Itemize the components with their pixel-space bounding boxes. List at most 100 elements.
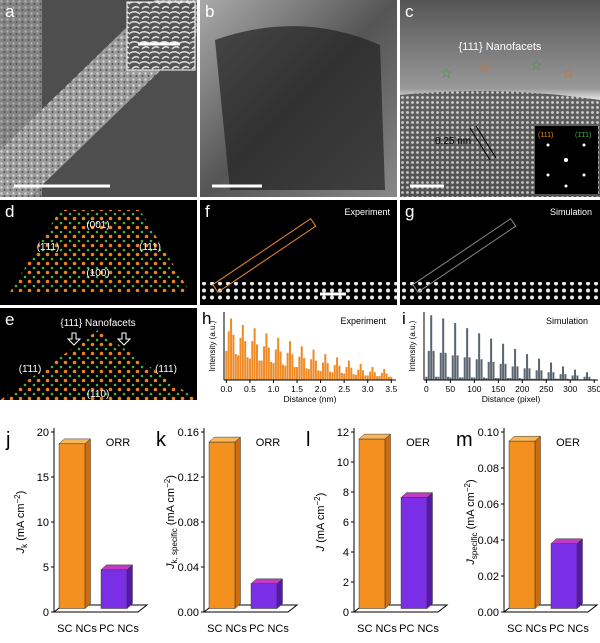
y-tick-label: 0.04 (178, 562, 199, 574)
y-axis-label-part: specific (470, 532, 479, 559)
bar (509, 378, 512, 380)
y-axis-label-part: J (165, 563, 177, 570)
star: ☆ (562, 65, 575, 81)
y-axis-label-part: (mA cm (15, 503, 27, 543)
y-axis-label-part: ) (465, 479, 477, 483)
bar (350, 367, 353, 380)
x-tick-label: 200 (515, 384, 529, 394)
y-axis-label-part: (mA cm (465, 492, 477, 532)
y-axis-label-part: ) (315, 493, 327, 497)
bar (485, 378, 488, 380)
bar (538, 358, 541, 380)
x-tick-label: 50 (446, 384, 456, 394)
bar (516, 366, 519, 380)
inset (126, 1, 196, 71)
bar (253, 328, 256, 380)
bar (482, 377, 485, 380)
x-tick-label: 3.5 (385, 384, 397, 394)
y-axis-label-part: ) (15, 491, 27, 495)
star: ☆ (478, 59, 491, 75)
annotation: {111} Nanofacets (459, 41, 542, 53)
bar (470, 377, 473, 380)
bar (270, 361, 273, 380)
markers: ☆ ☆ ☆ ☆ (440, 57, 575, 81)
y-axis-label: Intensity (a.u.) (208, 320, 217, 371)
y-axis-label-part: −2 (13, 494, 22, 504)
bar (371, 367, 374, 380)
histogram-chart: 0.0 0.5 1.0 1.5 2.0 2.5 3.0 3.5 Distance (nm) Int… (202, 309, 397, 404)
bar (298, 356, 301, 380)
panel-label: b (205, 2, 214, 21)
bar (291, 354, 294, 380)
bar (478, 333, 481, 380)
bar (540, 370, 543, 380)
y-axis-label: Jspecific (mA cm−2) (463, 479, 479, 565)
bar (284, 365, 287, 380)
bar (511, 366, 514, 380)
bar (274, 349, 277, 380)
y-tick-label: 0.04 (478, 535, 499, 547)
bar (468, 357, 471, 380)
y-axis-label-part: (mA cm (315, 505, 327, 545)
bar (340, 372, 343, 380)
bar-top (358, 433, 392, 440)
bar-side (534, 435, 541, 610)
y-tick-label: 0 (43, 607, 49, 619)
y-tick-label: 4 (343, 547, 349, 559)
bar (533, 378, 536, 380)
bar (545, 378, 548, 380)
x-tick-label: SC NCs (57, 623, 97, 635)
bar (300, 346, 303, 380)
bar-top (58, 438, 92, 445)
line-profile-box (212, 217, 317, 293)
bar-side (84, 438, 91, 610)
panel-label: c (405, 2, 414, 21)
y-axis-label-part: k (20, 543, 29, 548)
panel-label: i (402, 309, 406, 328)
annotation: Experiment (344, 207, 390, 217)
bar (400, 497, 428, 609)
y-axis-label-part: −2 (463, 482, 472, 492)
bar (279, 351, 282, 380)
y-axis-label-part: J (465, 559, 477, 566)
facet-label: (1̄11) (37, 242, 60, 253)
bar (559, 374, 562, 380)
bar (246, 357, 249, 380)
bar (535, 370, 538, 380)
bar (303, 357, 306, 380)
bar (588, 376, 591, 380)
bar-chart: 0 2 4 6 8 10 12 SC NCs PC NCs OER l J (mA cm−2) (306, 427, 449, 635)
bar (463, 357, 466, 380)
spacing-label: 0.25 nm (435, 136, 471, 147)
y-axis-label: J (mA cm−2) (313, 493, 327, 553)
bar (521, 378, 524, 380)
y-tick-label: 8 (343, 487, 349, 499)
bar-top (550, 538, 584, 544)
bar (547, 372, 550, 380)
bar (336, 357, 339, 380)
facet-label: (001) (86, 220, 109, 231)
bar (508, 440, 536, 609)
facet-label: (1̄11) (19, 364, 42, 375)
bar (514, 348, 517, 380)
x-tick-label: 2.0 (315, 384, 327, 394)
bar (449, 377, 452, 380)
x-axis-label: Distance (nm) (284, 394, 337, 404)
lattice-line (475, 125, 497, 159)
x-tick-label: 100 (467, 384, 481, 394)
bar (296, 367, 299, 380)
y-tick-label: 20 (37, 427, 49, 439)
bar (208, 441, 236, 609)
annotation: OER (406, 437, 430, 449)
bar (502, 343, 505, 380)
panel-f: Experiment f (200, 200, 397, 305)
bar (237, 355, 240, 380)
x-axis-label: Distance (pixel) (482, 394, 541, 404)
bar (227, 331, 230, 380)
bar-side (426, 492, 433, 610)
star: ☆ (530, 57, 543, 73)
bar (376, 376, 379, 380)
bar (272, 363, 275, 380)
bar (358, 438, 386, 609)
annotation: ORR (256, 437, 281, 449)
